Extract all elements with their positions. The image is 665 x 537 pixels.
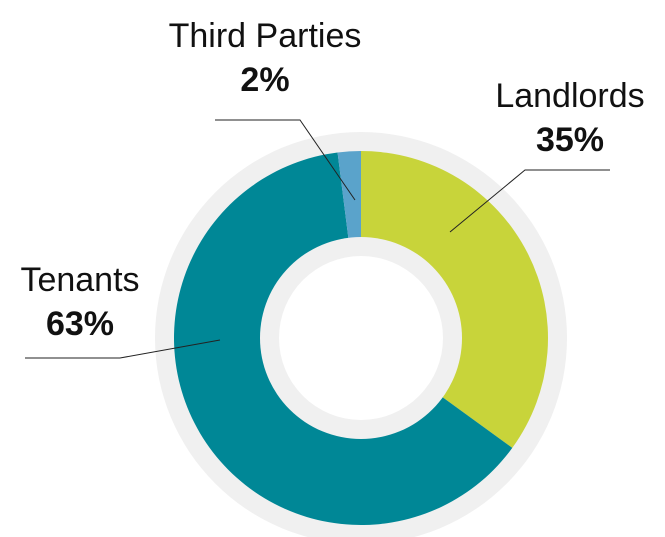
value-label: 63% [46, 305, 114, 343]
slice-label: Tenants [20, 261, 139, 299]
leader-line [25, 339, 221, 359]
leader-line [449, 169, 610, 233]
slice-label: Third Parties [169, 17, 362, 55]
hole [279, 256, 443, 420]
slice [361, 151, 548, 448]
value-label: 35% [536, 121, 604, 159]
value-label: 2% [240, 61, 289, 99]
slice-label: Landlords [495, 77, 644, 115]
slice [337, 151, 361, 239]
labels: Landlords 35% Tenants 63% Third Parties 2% [20, 17, 645, 359]
slices [173, 151, 548, 526]
leader-line [215, 119, 356, 201]
slice [173, 152, 513, 526]
